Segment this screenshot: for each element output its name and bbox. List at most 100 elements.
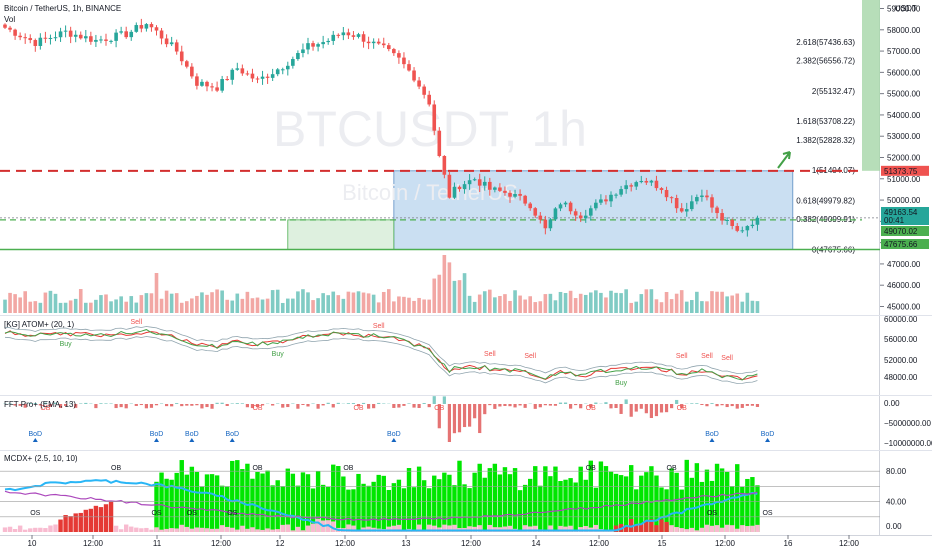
mcdx-red-bar	[709, 525, 715, 532]
mcdx-cyan-line	[4, 479, 758, 532]
mcdx-red-bar	[613, 525, 619, 532]
volume-bar	[457, 280, 462, 313]
time-tick-label: 12:00	[839, 539, 860, 548]
sell-signal-label: Sell	[676, 353, 688, 360]
mcdx-red-bar	[48, 525, 53, 532]
volume-bar	[215, 289, 219, 313]
volume-bar	[240, 298, 245, 313]
candle-body	[18, 35, 22, 38]
mcdx-green-bar	[366, 485, 371, 532]
fft-bar	[397, 404, 401, 408]
mcdx-red-bar	[118, 529, 124, 532]
mcdx-red-bar	[17, 525, 23, 532]
volume-bar	[306, 292, 310, 313]
fft-bar	[356, 404, 361, 406]
candle-body	[48, 37, 53, 39]
mcdx-green-bar	[447, 474, 452, 532]
mcdx-green-bar	[472, 472, 477, 532]
mcdx-red-bar	[2, 527, 8, 532]
mcdx-green-bar	[507, 474, 513, 532]
candle-body	[296, 53, 300, 60]
triangle-up-icon	[229, 438, 235, 442]
volume-bar	[371, 294, 376, 313]
volume-bar	[270, 290, 275, 313]
volume-bar	[174, 293, 179, 313]
volume-bar	[144, 293, 149, 313]
mcdx-green-bar	[270, 485, 275, 532]
consolidation-box	[393, 170, 794, 250]
candle-body	[705, 195, 709, 198]
volume-bar	[432, 278, 437, 313]
mcdx-green-bar	[159, 472, 164, 532]
candle-body	[351, 35, 356, 37]
candle-body	[255, 78, 260, 80]
volume-bar	[114, 299, 118, 313]
mcdx-red-bar	[502, 526, 508, 532]
candle-body	[740, 230, 745, 232]
fft-bar	[695, 403, 699, 404]
price-badge-label: 49163.54	[884, 208, 918, 217]
fft-bar	[462, 404, 467, 428]
candle-body	[624, 185, 628, 190]
atom-indicator-label[interactable]: [KG] ATOM+ (20, 1)	[4, 320, 75, 329]
bod-signal-label: BoD	[705, 431, 719, 438]
mcdx-green-bar	[391, 483, 397, 532]
mcdx-green-bar	[517, 490, 523, 532]
volume-bar	[104, 294, 108, 313]
candle-body	[311, 43, 315, 47]
mcdx-green-bar	[548, 476, 553, 532]
mcdx-green-bar	[699, 481, 705, 532]
mcdx-green-bar	[553, 466, 558, 532]
fft-indicator-label[interactable]: FFT Pro+ (EMA, 13)	[4, 400, 77, 409]
mcdx-red-bar	[477, 525, 482, 532]
fft-bar	[200, 404, 204, 409]
fft-bar	[104, 403, 108, 404]
candle-body	[164, 38, 169, 45]
volume-bar	[705, 301, 709, 313]
volume-bar	[159, 298, 164, 313]
fib-level-label: 0.618(49979.82)	[796, 196, 855, 205]
volume-bar	[695, 291, 699, 313]
mcdx-red-bar	[265, 528, 270, 532]
candle-body	[417, 80, 421, 87]
mcdx-green-bar	[649, 466, 654, 532]
fft-bar	[579, 404, 583, 409]
candle-body	[119, 31, 123, 33]
volume-bar	[190, 298, 194, 313]
fib-level-label: 1.382(52828.32)	[796, 136, 855, 145]
price-tick-label: 46000.00	[887, 281, 921, 290]
mcdx-green-bar	[285, 468, 290, 532]
volume-bar	[68, 300, 73, 313]
mcdx-red-bar	[68, 516, 73, 532]
candle-body	[755, 217, 760, 225]
candle-body	[331, 34, 336, 41]
fft-bar	[664, 404, 669, 413]
mcdx-green-bar	[184, 474, 189, 532]
candle-body	[695, 197, 699, 202]
volume-bar	[73, 298, 78, 313]
mcdx-green-bar	[250, 478, 255, 532]
price-badge	[881, 226, 929, 236]
candle-body	[387, 45, 391, 50]
mcdx-red-bar	[563, 526, 568, 532]
mcdx-red-bar	[568, 525, 573, 532]
mcdx-red-bar	[528, 526, 533, 532]
price-tick-label: 47000.00	[887, 260, 921, 269]
mcdx-green-bar	[351, 489, 356, 532]
candle-body	[392, 49, 396, 54]
fft-bar	[569, 404, 573, 409]
volume-bar	[619, 293, 623, 313]
mcdx-green-bar	[588, 460, 593, 532]
mcdx-green-bar	[568, 478, 573, 532]
fft-bar	[286, 404, 290, 408]
volume-bar	[710, 291, 714, 313]
candle-body	[573, 211, 578, 216]
support-zone	[287, 219, 395, 250]
candle-body	[472, 179, 477, 181]
mcdx-indicator-label[interactable]: MCDX+ (2.5, 10, 10)	[4, 454, 78, 463]
mcdx-red-bar	[533, 525, 538, 532]
mcdx-red-bar	[184, 526, 189, 532]
volume-bar	[690, 300, 694, 313]
triangle-up-icon	[154, 438, 159, 442]
